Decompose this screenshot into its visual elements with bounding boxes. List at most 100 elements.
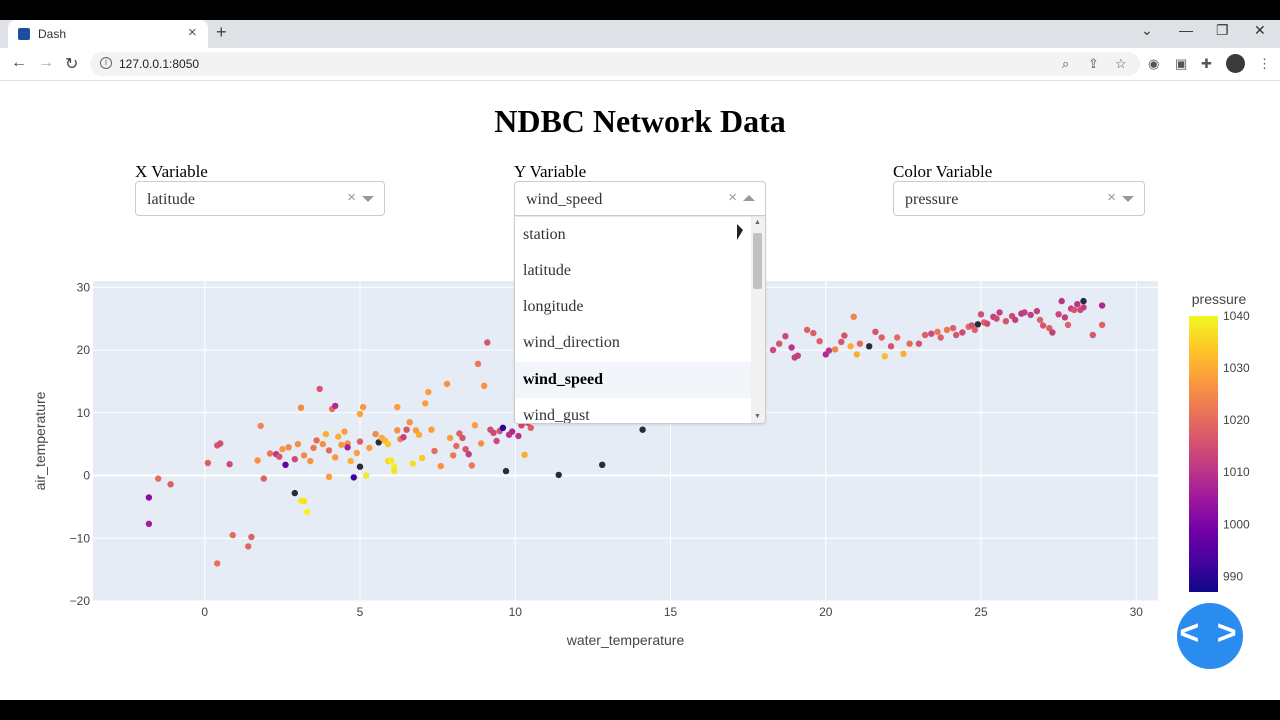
scatter-point [394, 403, 401, 411]
scatter-point [1055, 311, 1062, 318]
scatter-point [971, 326, 978, 334]
zoom-icon[interactable]: ⌕ [1062, 56, 1070, 71]
option-wind-speed[interactable]: wind_speed [515, 362, 751, 398]
clear-icon[interactable]: × [1107, 189, 1116, 206]
close-window-icon[interactable]: ✕ [1254, 22, 1266, 38]
browser-tab[interactable]: Dash × [8, 20, 208, 48]
scatter-point [831, 346, 839, 353]
scatter-point [974, 321, 982, 328]
menu-scrollbar-thumb[interactable] [753, 233, 762, 289]
scatter-point [1098, 321, 1106, 329]
scatter-point [474, 360, 482, 367]
scatter-point [260, 475, 267, 482]
x-variable-dropdown[interactable]: latitude × [135, 181, 385, 216]
scatter-point [1058, 297, 1065, 305]
clear-icon[interactable]: × [728, 189, 737, 206]
restore-icon[interactable]: ❐ [1216, 22, 1229, 38]
scatter-point [900, 350, 907, 357]
scatter-point [1098, 302, 1106, 309]
puzzle-extensions-icon[interactable]: ✚ [1201, 56, 1212, 71]
scatter-point [145, 494, 153, 501]
mouse-cursor-icon [737, 224, 743, 240]
tab-close-icon[interactable]: × [188, 24, 197, 41]
scatter-point [878, 334, 885, 341]
scatter-point [1089, 331, 1097, 339]
tab-title: Dash [38, 27, 67, 41]
bookmark-star-icon[interactable]: ☆ [1115, 56, 1127, 71]
scatter-point [887, 343, 895, 350]
omnibox[interactable]: i 127.0.0.1:8050 [90, 52, 1140, 76]
scatter-point [257, 422, 264, 430]
scatter-point [204, 459, 212, 467]
y-variable-value: wind_speed [526, 191, 603, 208]
scatter-point [384, 440, 392, 448]
scatter-point [307, 457, 314, 465]
info-icon[interactable]: i [100, 57, 112, 69]
scatter-point [418, 454, 426, 462]
scatter-point [391, 462, 398, 470]
scatter-point [297, 404, 305, 411]
scatter-point [279, 446, 286, 453]
scatter-point [509, 428, 516, 435]
y-variable-dropdown[interactable]: wind_speed × [514, 181, 766, 216]
dash-devtools-button[interactable]: < > [1177, 603, 1243, 669]
scatter-point [313, 437, 320, 444]
new-tab-icon[interactable]: + [216, 22, 227, 42]
url-text[interactable]: 127.0.0.1:8050 [119, 57, 200, 71]
scatter-point [363, 472, 370, 479]
option-longitude[interactable]: longitude [523, 298, 584, 315]
colorbar-tick-label: 1010 [1223, 465, 1250, 479]
scatter-point [866, 343, 873, 350]
scroll-up-icon[interactable]: ▲ [754, 219, 761, 226]
clear-icon[interactable]: × [347, 189, 356, 206]
tab-search-icon[interactable]: ⌄ [1141, 22, 1153, 38]
share-icon[interactable]: ⇪ [1088, 56, 1099, 71]
y-tick-label: 20 [77, 343, 91, 357]
scatter-point [325, 473, 333, 480]
scatter-point [959, 329, 966, 336]
chevron-down-icon[interactable] [1122, 196, 1134, 202]
scatter-point [794, 352, 801, 359]
option-station[interactable]: station [523, 226, 566, 243]
x-variable-label: X Variable [135, 162, 208, 181]
reload-icon[interactable]: ↻ [65, 56, 79, 73]
colorbar-tick-label: 1040 [1223, 309, 1250, 323]
scroll-down-icon[interactable]: ▼ [754, 413, 761, 420]
scatter-point [403, 426, 410, 433]
scatter-point [847, 343, 854, 350]
chevron-down-icon[interactable] [362, 196, 374, 202]
option-latitude[interactable]: latitude [523, 262, 571, 279]
scatter-point [1039, 322, 1047, 329]
scatter-point [599, 461, 606, 468]
scatter-point [248, 533, 255, 541]
scatter-point [344, 444, 351, 451]
scatter-point [428, 426, 435, 433]
scatter-point [521, 451, 528, 458]
y-tick-label: 10 [77, 406, 91, 420]
extension-icon[interactable]: ▣ [1175, 56, 1188, 71]
color-variable-value: pressure [905, 191, 959, 208]
forward-icon[interactable]: → [38, 54, 54, 71]
scatter-point [462, 446, 469, 453]
scatter-point [155, 475, 162, 482]
scatter-point [921, 331, 929, 339]
scatter-point [872, 328, 879, 335]
bottom-letterbox [0, 700, 1280, 720]
scatter-point [338, 441, 345, 448]
chevron-up-icon[interactable] [743, 195, 755, 201]
password-extension-icon[interactable]: ◉ [1148, 56, 1160, 71]
option-wind-gust[interactable]: wind_gust [523, 407, 590, 424]
x-tick-label: 25 [974, 605, 988, 619]
back-icon[interactable]: ← [11, 54, 27, 71]
scatter-point [446, 434, 454, 442]
scatter-point [782, 333, 789, 340]
color-variable-dropdown[interactable]: pressure × [893, 181, 1145, 216]
scatter-point [276, 453, 283, 460]
menu-kebab-icon[interactable]: ⋮ [1258, 56, 1271, 71]
y-axis-title: air_temperature [32, 391, 48, 490]
scatter-point [316, 385, 323, 393]
option-wind-direction[interactable]: wind_direction [523, 334, 620, 351]
profile-avatar[interactable] [1226, 54, 1245, 73]
scatter-point [394, 427, 401, 434]
minimize-icon[interactable]: — [1179, 22, 1193, 38]
